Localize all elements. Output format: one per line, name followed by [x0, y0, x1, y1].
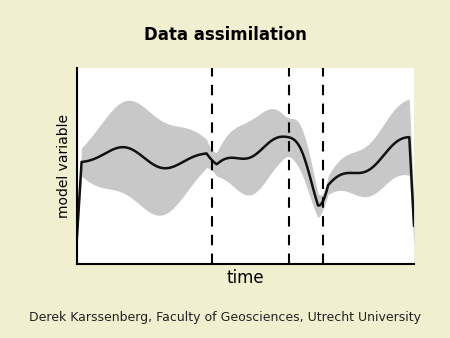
X-axis label: time: time — [226, 269, 264, 287]
Y-axis label: model variable: model variable — [57, 114, 71, 218]
Text: Data assimilation: Data assimilation — [144, 26, 306, 44]
Text: Derek Karssenberg, Faculty of Geosciences, Utrecht University: Derek Karssenberg, Faculty of Geoscience… — [29, 312, 421, 324]
